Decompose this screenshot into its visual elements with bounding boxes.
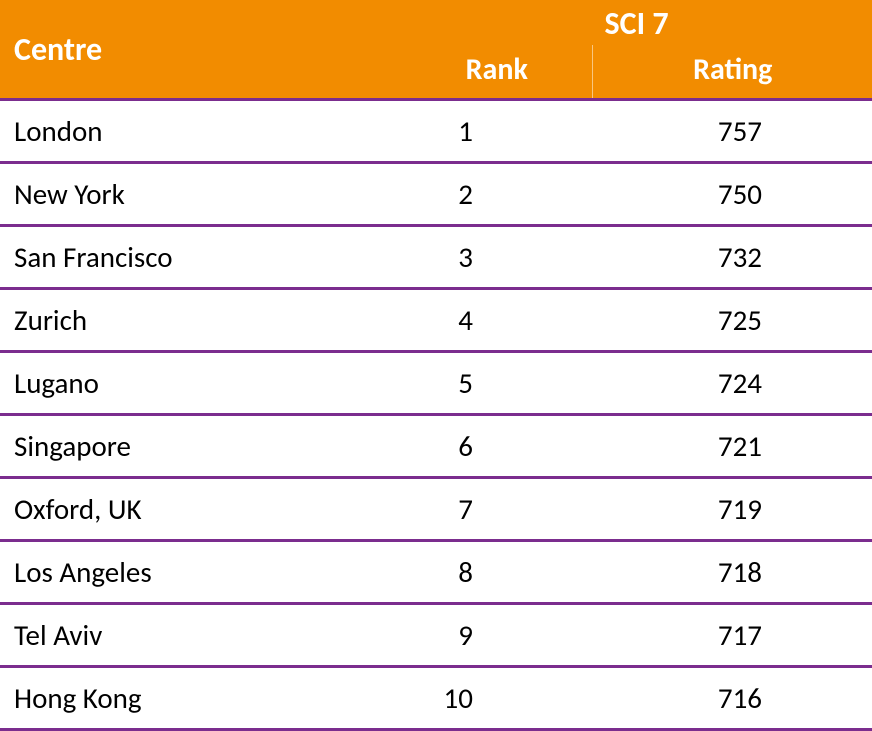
- table-row: San Francisco 3 732: [0, 226, 872, 289]
- rank-cell: 3: [401, 226, 593, 289]
- rating-column-header: Rating: [593, 45, 872, 100]
- rank-cell: 7: [401, 478, 593, 541]
- rating-cell: 725: [593, 289, 872, 352]
- rating-cell: 721: [593, 415, 872, 478]
- table-row: Singapore 6 721: [0, 415, 872, 478]
- table-row: Hong Kong 10 716: [0, 667, 872, 730]
- header-row-group: Centre SCI 7: [0, 0, 872, 45]
- centre-cell: London: [0, 100, 401, 163]
- rank-column-header: Rank: [401, 45, 593, 100]
- rating-cell: 716: [593, 667, 872, 730]
- rank-cell: 2: [401, 163, 593, 226]
- table-row: Zurich 4 725: [0, 289, 872, 352]
- group-column-header: SCI 7: [401, 0, 872, 45]
- rating-cell: 750: [593, 163, 872, 226]
- rating-cell: 757: [593, 100, 872, 163]
- centre-cell: Tel Aviv: [0, 604, 401, 667]
- rating-cell: 719: [593, 478, 872, 541]
- centre-cell: San Francisco: [0, 226, 401, 289]
- rating-cell: 732: [593, 226, 872, 289]
- table-row: London 1 757: [0, 100, 872, 163]
- rank-cell: 1: [401, 100, 593, 163]
- centre-cell: Lugano: [0, 352, 401, 415]
- rank-cell: 9: [401, 604, 593, 667]
- centre-cell: Oxford, UK: [0, 478, 401, 541]
- table-row: Oxford, UK 7 719: [0, 478, 872, 541]
- centre-cell: Hong Kong: [0, 667, 401, 730]
- centre-cell: Los Angeles: [0, 541, 401, 604]
- ranking-table: Centre SCI 7 Rank Rating London 1 757 Ne…: [0, 0, 872, 731]
- table-row: Lugano 5 724: [0, 352, 872, 415]
- rating-cell: 718: [593, 541, 872, 604]
- centre-cell: Singapore: [0, 415, 401, 478]
- rank-cell: 4: [401, 289, 593, 352]
- rating-cell: 717: [593, 604, 872, 667]
- rank-cell: 8: [401, 541, 593, 604]
- centre-column-header: Centre: [0, 0, 401, 100]
- rank-cell: 5: [401, 352, 593, 415]
- table-row: New York 2 750: [0, 163, 872, 226]
- centre-cell: New York: [0, 163, 401, 226]
- table-body: London 1 757 New York 2 750 San Francisc…: [0, 100, 872, 730]
- table-row: Tel Aviv 9 717: [0, 604, 872, 667]
- centre-cell: Zurich: [0, 289, 401, 352]
- rating-cell: 724: [593, 352, 872, 415]
- rank-cell: 10: [401, 667, 593, 730]
- table-header: Centre SCI 7 Rank Rating: [0, 0, 872, 100]
- rank-cell: 6: [401, 415, 593, 478]
- table-row: Los Angeles 8 718: [0, 541, 872, 604]
